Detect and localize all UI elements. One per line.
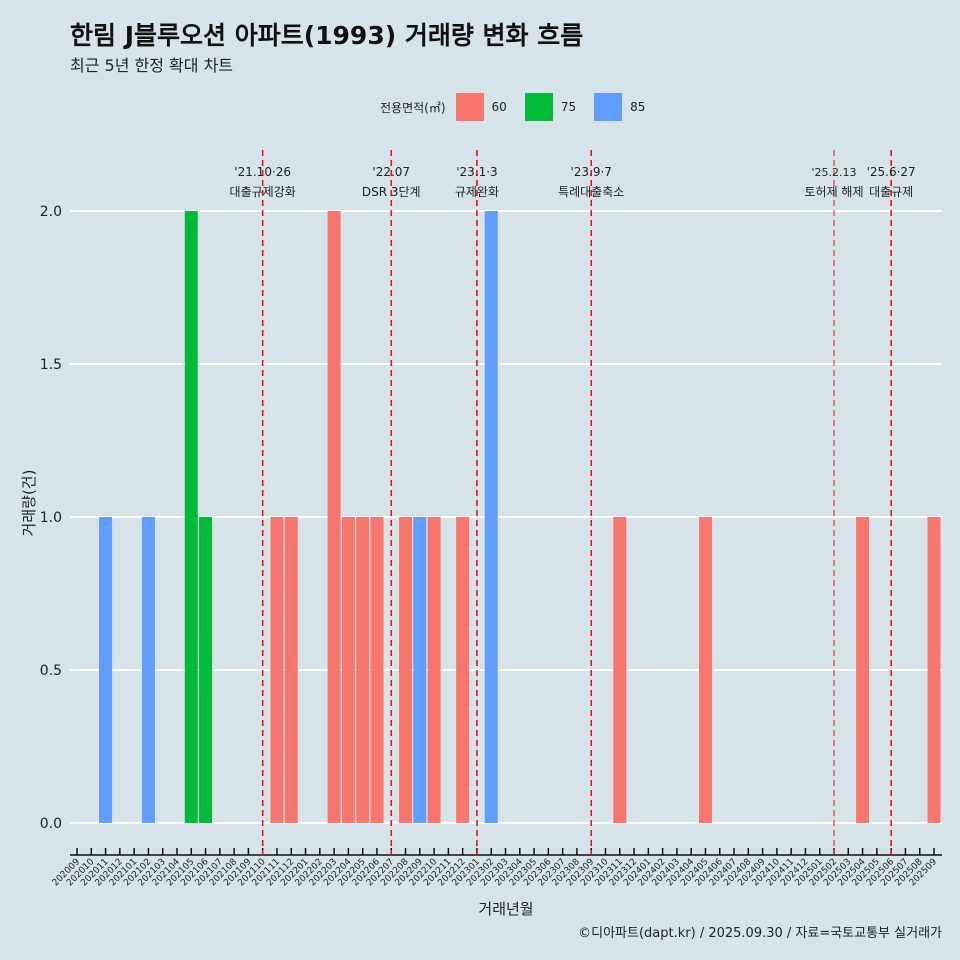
chart-title: 한림 J블루오션 아파트(1993) 거래량 변화 흐름 — [70, 21, 584, 50]
event-date: '23.9·7 — [570, 165, 611, 179]
bar — [356, 517, 370, 823]
y-tick-label: 0.5 — [40, 663, 62, 679]
event-label: 특례대출축소 — [558, 185, 624, 199]
legend-swatch-75 — [524, 93, 553, 121]
bar — [698, 517, 712, 823]
event-date: '21.10·26 — [234, 165, 291, 179]
y-tick-label: 1.0 — [40, 510, 62, 526]
bar — [456, 517, 470, 823]
y-tick-label: 2.0 — [40, 204, 62, 220]
y-axis-title: 거래량(건) — [20, 470, 38, 537]
bar — [427, 517, 441, 823]
event-label: 규제완화 — [455, 185, 499, 199]
legend-label-75: 75 — [560, 100, 577, 114]
event-date: '25.2.13 — [812, 166, 857, 179]
bar — [399, 517, 413, 823]
y-tick-label: 0.0 — [40, 816, 62, 832]
bar — [341, 517, 355, 823]
caption: ©디아파트(dapt.kr) / 2025.09.30 / 자료=국토교통부 실… — [578, 926, 942, 941]
legend-swatch-85 — [594, 93, 623, 121]
bar — [327, 211, 341, 823]
event-label: 토허제 해제 — [805, 185, 864, 199]
chart-subtitle: 최근 5년 한정 확대 차트 — [70, 56, 234, 75]
legend-swatch-60 — [455, 93, 484, 121]
bar — [413, 517, 427, 823]
bar — [370, 517, 384, 823]
legend-title: 전용면적(㎡) — [380, 100, 446, 115]
legend: 전용면적(㎡) 60 75 85 — [380, 93, 645, 121]
bar — [99, 517, 113, 823]
legend-label-85: 85 — [630, 100, 646, 114]
bar — [927, 517, 941, 823]
bar — [184, 211, 198, 823]
bar — [199, 517, 213, 823]
bar — [856, 517, 870, 823]
event-date: '22.07 — [372, 165, 410, 179]
bar — [484, 211, 498, 823]
event-label: DSR 3단계 — [362, 185, 421, 199]
bar — [141, 517, 155, 823]
bar — [613, 517, 627, 823]
event-label: 대출규제강화 — [230, 185, 296, 199]
legend-label-60: 60 — [491, 100, 507, 114]
event-label: 대출규제 — [869, 185, 913, 199]
bar — [270, 517, 284, 823]
event-date: '23.1·3 — [456, 165, 497, 179]
y-tick-label: 1.5 — [40, 357, 62, 373]
event-date: '25.6·27 — [867, 165, 916, 179]
x-axis-title: 거래년월 — [478, 900, 533, 918]
bar — [284, 517, 298, 823]
